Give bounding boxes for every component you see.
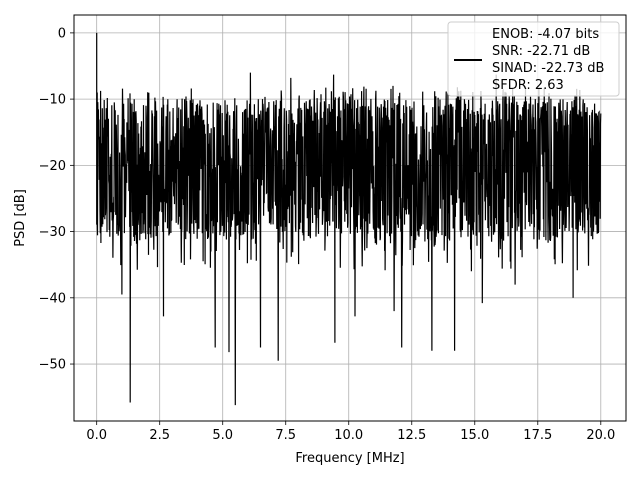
y-tick-label: −10 [39,93,66,108]
x-tick-label: 12.5 [397,428,426,443]
x-tick-label: 0.0 [86,428,107,443]
x-tick-label: 7.5 [275,428,296,443]
legend-snr: SNR: -22.71 dB [492,44,590,59]
y-tick-label: −20 [39,159,66,174]
x-tick-label: 5.0 [212,428,233,443]
x-tick-label: 17.5 [523,428,552,443]
x-tick-label: 20.0 [586,428,615,443]
x-tick-label: 2.5 [149,428,170,443]
legend-enob: ENOB: -4.07 bits [492,27,599,42]
y-axis-label: PSD [dB] [13,189,28,247]
y-tick-label: −40 [39,291,66,306]
x-axis-label: Frequency [MHz] [295,451,404,466]
y-tick-label: 0 [58,26,66,41]
x-tick-label: 15.0 [460,428,489,443]
y-tick-label: −30 [39,225,66,240]
x-axis-ticks: 0.0 2.5 5.0 7.5 10.0 12.5 15.0 17.5 20.0 [86,421,615,443]
legend-sinad: SINAD: -22.73 dB [492,61,604,76]
legend-sfdr: SFDR: 2.63 [492,78,564,93]
legend-box [447,21,620,97]
legend: ENOB: -4.07 bits SNR: -22.71 dB SINAD: -… [447,21,620,97]
x-tick-label: 10.0 [334,428,363,443]
y-axis-ticks: 0 −10 −20 −30 −40 −50 [39,26,74,373]
series-layer [96,32,602,406]
axes-frame [73,14,627,422]
psd-series-line [96,32,602,406]
y-tick-label: −50 [39,358,66,373]
